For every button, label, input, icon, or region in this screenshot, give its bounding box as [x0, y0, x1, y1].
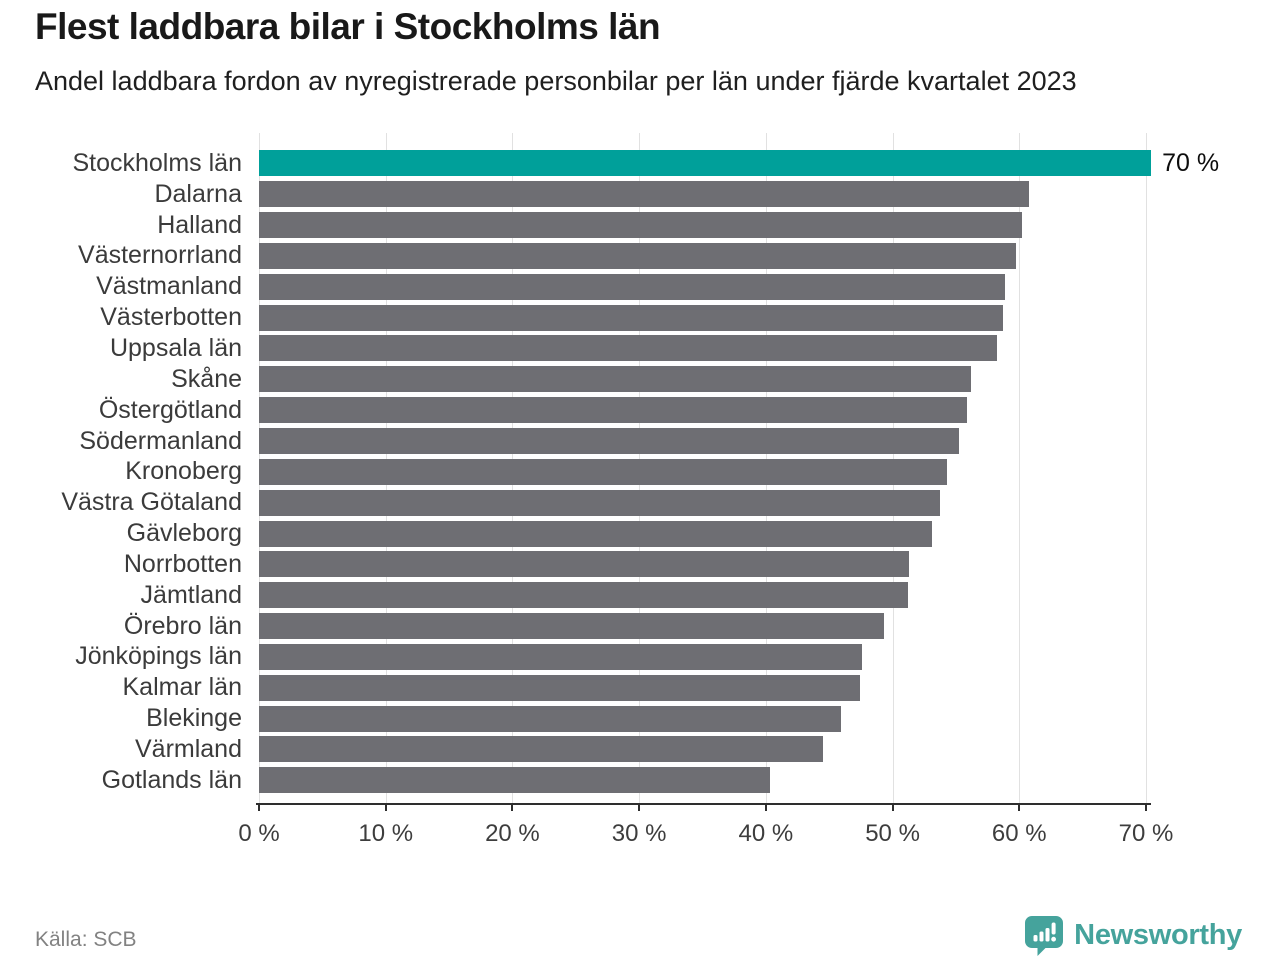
table-row: Kalmar län [0, 672, 1280, 703]
bar [259, 674, 860, 701]
axis-tick [764, 803, 767, 811]
bar [259, 643, 863, 670]
bar [259, 181, 1030, 208]
bar [259, 366, 972, 393]
table-row: Kronoberg [0, 456, 1280, 487]
gridline [1019, 133, 1021, 803]
axis-tick [891, 803, 894, 811]
category-label: Stockholms län [72, 148, 242, 177]
bar [259, 397, 968, 424]
category-label: Uppsala län [109, 333, 242, 362]
category-label: Södermanland [79, 426, 242, 455]
source-note: Källa: SCB [35, 928, 137, 951]
table-row: Gävleborg [0, 518, 1280, 549]
category-label: Skåne [171, 364, 242, 393]
chart-title: Flest laddbara bilar i Stockholms län [35, 6, 661, 47]
bar-chart: 0 % 10 % 20 % 30 % 40 % 50 % 60 % 70 % Stockhol… [0, 133, 1280, 853]
bar [259, 705, 841, 732]
bar [259, 212, 1022, 239]
axis-tick [511, 803, 514, 811]
table-row: Halland [0, 210, 1280, 241]
table-row: Jönköpings län [0, 642, 1280, 673]
axis-tick-label: 20 % [485, 820, 540, 847]
axis-tick-label: 40 % [738, 820, 794, 847]
bar [259, 489, 940, 516]
axis-tick [1018, 803, 1021, 811]
table-row: Södermanland [0, 426, 1280, 457]
table-row: Norrbotten [0, 549, 1280, 580]
table-row: Dalarna [0, 179, 1280, 210]
axis-tick [1145, 803, 1147, 811]
newsworthy-wordmark: Newsworthy [1074, 918, 1242, 951]
axis-tick-label: 0 % [238, 820, 280, 847]
bar [259, 273, 1006, 300]
category-label: Västmanland [96, 272, 242, 301]
axis-tick-label: 30 % [611, 820, 667, 847]
table-row: Jämtland [0, 580, 1280, 611]
table-row: Skåne [0, 364, 1280, 395]
newsworthy-logo: Newsworthy [1023, 914, 1242, 956]
gridline [1146, 133, 1147, 803]
category-label: Norrbotten [123, 549, 242, 578]
axis-tick-label: 60 % [991, 820, 1047, 847]
axis-tick [384, 803, 387, 811]
x-axis-line [256, 803, 1151, 805]
category-label: Värmland [135, 734, 242, 763]
category-label: Gävleborg [126, 519, 242, 548]
table-row: Stockholms län 70 % [0, 148, 1280, 179]
table-row: Västerbotten [0, 302, 1280, 333]
category-label: Jönköpings län [75, 642, 242, 671]
bar [259, 335, 997, 362]
bar [259, 551, 909, 578]
table-row: Västernorrland [0, 241, 1280, 272]
bar [259, 736, 823, 763]
axis-tick-label: 70 % [1118, 820, 1174, 847]
table-row: Östergötland [0, 395, 1280, 426]
chart-subtitle: Andel laddbara fordon av nyregistrerade … [35, 66, 1077, 96]
category-label: Kalmar län [122, 673, 243, 702]
newsworthy-icon [1025, 916, 1064, 956]
axis-tick [638, 803, 641, 811]
x-axis-labels: 0 % 10 % 20 % 30 % 40 % 50 % 60 % 70 % [238, 820, 1173, 854]
axis-tick [258, 803, 260, 811]
bar [259, 613, 884, 640]
category-label: Västra Götaland [61, 488, 242, 517]
table-row: Uppsala län [0, 333, 1280, 364]
table-row: Västra Götaland [0, 487, 1280, 518]
category-label: Västerbotten [100, 303, 242, 332]
bar [259, 767, 770, 794]
category-label: Halland [157, 210, 242, 239]
bar [259, 458, 948, 485]
category-label: Jämtland [140, 580, 242, 609]
bar [259, 304, 1003, 331]
bar [259, 428, 959, 455]
category-label: Blekinge [146, 704, 242, 733]
bar-rows: Stockholms län 70 % Dalarna Halland Västerno… [0, 148, 1280, 796]
category-label: Västernorrland [78, 241, 242, 270]
category-label: Östergötland [98, 395, 242, 424]
table-row: Värmland [0, 734, 1280, 765]
bar [259, 582, 908, 609]
bar-value-label: 70 % [1162, 148, 1220, 177]
table-row: Västmanland [0, 271, 1280, 302]
axis-tick-label: 10 % [358, 820, 414, 847]
bar [259, 520, 932, 547]
table-row: Örebro län [0, 611, 1280, 642]
category-label: Dalarna [154, 179, 242, 208]
table-row: Gotlands län [0, 765, 1280, 796]
category-label: Örebro län [123, 611, 242, 640]
bar [259, 242, 1016, 269]
bar-highlighted [259, 150, 1152, 177]
category-label: Kronoberg [125, 457, 242, 486]
axis-tick-label: 50 % [865, 820, 920, 847]
category-label: Gotlands län [101, 765, 242, 794]
table-row: Blekinge [0, 703, 1280, 734]
